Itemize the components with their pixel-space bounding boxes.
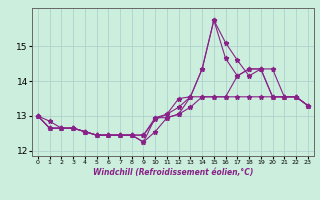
X-axis label: Windchill (Refroidissement éolien,°C): Windchill (Refroidissement éolien,°C) bbox=[92, 168, 253, 177]
